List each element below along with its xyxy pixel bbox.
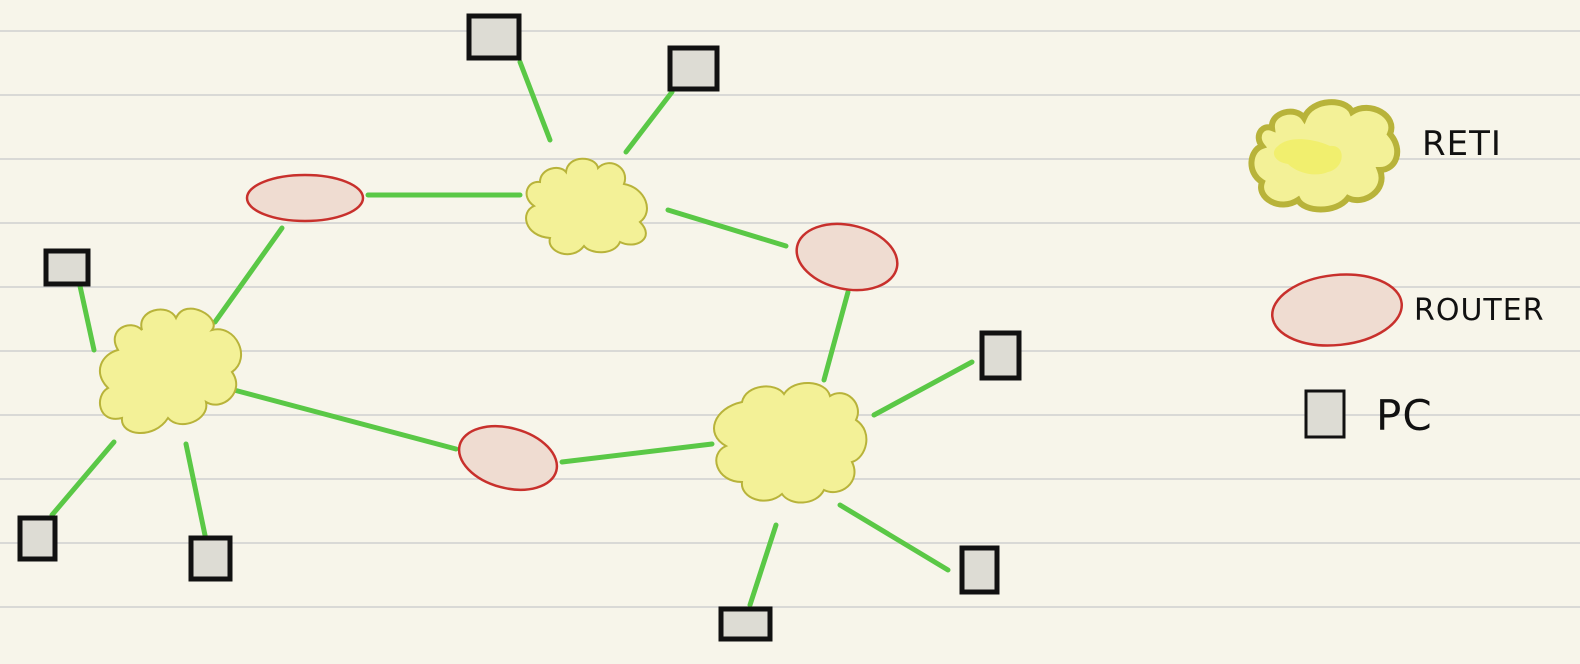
- legend-pc-label: PC: [1376, 391, 1433, 440]
- legend-pc: PC: [1304, 389, 1433, 440]
- link-network1-pc4: [49, 439, 117, 518]
- pc-5: [188, 535, 233, 582]
- link-network3-pc8: [747, 522, 779, 608]
- pc-4: [17, 515, 58, 562]
- router-3: [457, 425, 559, 491]
- pc-6: [979, 330, 1022, 381]
- link-network2-pc2: [623, 89, 675, 155]
- network-2: [525, 157, 648, 256]
- pc-icon: [1304, 389, 1346, 439]
- link-router2-network3: [821, 289, 851, 383]
- legend-network: RETI: [1248, 99, 1502, 213]
- highlight-icon: [1273, 139, 1342, 175]
- links: [49, 59, 975, 608]
- cloud-icon: [713, 381, 868, 504]
- pc-2: [667, 45, 720, 92]
- pc-7: [959, 545, 1000, 595]
- link-network1-pc5: [183, 441, 209, 543]
- legend: RETI ROUTER PC: [1248, 99, 1545, 440]
- network-3: [713, 381, 868, 504]
- legend-router-label: ROUTER: [1414, 293, 1545, 328]
- pc-3: [43, 248, 91, 287]
- router-1: [245, 173, 365, 223]
- link-network3-pc7: [837, 502, 951, 573]
- pc-1: [466, 13, 522, 61]
- legend-network-label: RETI: [1422, 124, 1502, 164]
- router-icon: [1271, 273, 1403, 347]
- link-router3-network3: [559, 441, 715, 465]
- pcs: [17, 13, 1022, 642]
- cloud-icon: [525, 157, 648, 256]
- pc-8: [718, 606, 773, 642]
- router-2: [795, 222, 899, 292]
- link-network1-pc3: [77, 283, 97, 353]
- legend-router: ROUTER: [1271, 273, 1545, 347]
- link-network2-router2: [665, 207, 789, 249]
- link-network1-router3: [231, 387, 459, 452]
- link-network1-router1: [212, 225, 285, 325]
- network-1: [98, 307, 243, 434]
- link-network2-pc1: [517, 59, 553, 143]
- link-network3-pc6: [871, 359, 975, 418]
- cloud-icon: [98, 307, 243, 434]
